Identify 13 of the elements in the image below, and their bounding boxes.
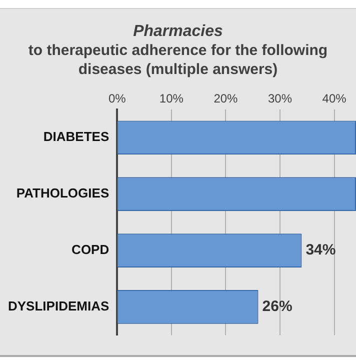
y-tick-label: COPD [72, 242, 110, 258]
x-tick-label: 10% [159, 92, 184, 106]
data-label: 26% [262, 298, 292, 316]
x-tick-label: 20% [214, 92, 238, 106]
chart-title: Pharmacies [132, 23, 224, 41]
x-tick-label: 40% [322, 92, 347, 106]
y-tick-label: DIABETES [43, 129, 110, 144]
x-tick-label: 0% [108, 92, 126, 106]
y-tick-label: DYSLIPIDEMIAS [8, 298, 110, 314]
y-tick-label: PATHOLOGIES [16, 186, 110, 201]
data-label: 34% [306, 242, 336, 259]
x-tick-label: 30% [268, 92, 292, 106]
chart-subtitle: to therapeutic adherence for the following diseases (multiple answers) [27, 41, 329, 79]
